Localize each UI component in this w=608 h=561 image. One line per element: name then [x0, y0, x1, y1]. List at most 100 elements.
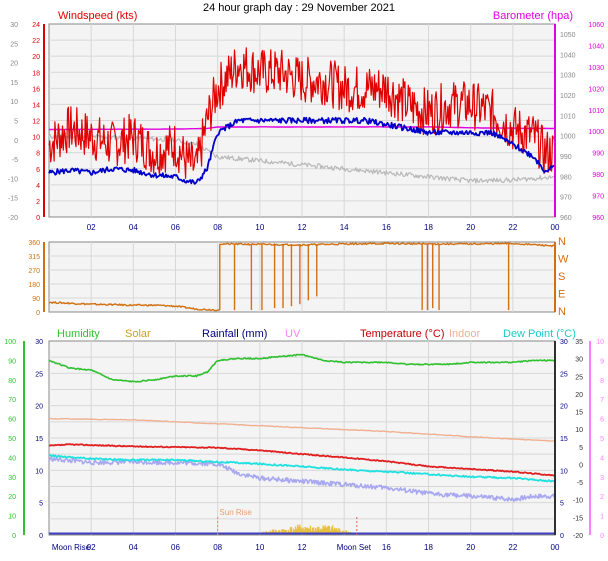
baro-outer-tick-label: 1010 [588, 108, 604, 115]
rainfall-tick-label: 30 [35, 339, 43, 346]
wind-inner-tick-label: 6 [36, 167, 40, 174]
humidity-line [48, 353, 556, 383]
humidity-tick-label: 60 [8, 417, 16, 424]
temperature-tick-label: 25 [575, 374, 583, 381]
baro-inner-tick-label: 1040 [560, 52, 576, 59]
uv-tick-label: 10 [596, 339, 604, 346]
wind-inner-tick-label: 4 [36, 183, 40, 190]
moon-rise-label: Moon Rise [52, 543, 91, 552]
rainfall-tick-label: 25 [35, 371, 43, 378]
humidity-tick-label: 100 [4, 339, 16, 346]
right-inner-tick-label: 30 [560, 339, 568, 346]
wind-outer-tick-label: -5 [12, 157, 18, 164]
temperature-label: Temperature (°C) [360, 328, 444, 340]
right-inner-tick-label: 20 [560, 404, 568, 411]
climate-panel: Humidity Solar Rainfall (mm) UV Temperat… [4, 328, 604, 552]
baro-outer-tick-label: 1000 [588, 129, 604, 136]
compass-tick-label: N [558, 306, 566, 318]
rainfall-tick-label: 0 [39, 533, 43, 540]
wind-inner-tick-label: 0 [36, 215, 40, 222]
wind-outer-tick-label: 15 [10, 80, 18, 87]
temperature-tick-label: 35 [575, 339, 583, 346]
climate-x-tick-label: 20 [466, 543, 475, 552]
wind-outer-tick-label: -20 [8, 215, 18, 222]
humidity-tick-label: 80 [8, 378, 16, 385]
direction-tick-label: 180 [28, 282, 40, 289]
rainfall-label: Rainfall (mm) [202, 328, 267, 340]
humidity-tick-label: 70 [8, 397, 16, 404]
climate-x-tick-label: 10 [255, 543, 264, 552]
baro-inner-tick-label: 1020 [560, 93, 576, 100]
indoor-line [49, 417, 556, 442]
uv-tick-label: 9 [600, 358, 604, 365]
wind-x-tick-label: 10 [255, 223, 264, 232]
uv-tick-label: 2 [600, 494, 604, 501]
temperature-line [49, 443, 556, 477]
wind-left-axis-label: Windspeed (kts) [58, 10, 137, 22]
temperature-tick-label: 15 [575, 410, 583, 417]
wind-outer-tick-label: 20 [10, 61, 18, 68]
wind-outer-tick-label: 25 [10, 41, 18, 48]
wind-x-tick-label: 08 [213, 223, 222, 232]
uv-tick-label: 6 [600, 417, 604, 424]
uv-tick-label: 8 [600, 378, 604, 385]
uv-tick-label: 4 [600, 455, 604, 462]
wind-outer-tick-label: 30 [10, 22, 18, 29]
uv-tick-label: 0 [600, 533, 604, 540]
climate-x-tick-label: 00 [551, 543, 560, 552]
wind-direction-line [219, 242, 556, 248]
right-inner-tick-label: 25 [560, 371, 568, 378]
wind-inner-tick-label: 24 [32, 22, 40, 29]
rainfall-tick-label: 15 [35, 436, 43, 443]
wind-x-tick-label: 20 [466, 223, 475, 232]
direction-tick-label: 360 [28, 240, 40, 247]
wind-x-tick-label: 18 [424, 223, 433, 232]
climate-x-tick-label: 06 [171, 543, 180, 552]
humidity-tick-label: 20 [8, 494, 16, 501]
wind-outer-tick-label: 5 [14, 119, 18, 126]
temperature-tick-label: -15 [573, 515, 583, 522]
humidity-label: Humidity [57, 328, 100, 340]
compass-tick-label: E [558, 289, 565, 301]
right-inner-tick-label: 5 [560, 501, 564, 508]
wind-x-tick-label: 00 [551, 223, 560, 232]
baro-inner-tick-label: 1030 [560, 73, 576, 80]
wind-inner-tick-label: 14 [32, 102, 40, 109]
uv-tick-label: 3 [600, 475, 604, 482]
wind-outer-tick-label: 0 [14, 138, 18, 145]
climate-x-tick-label: 12 [298, 543, 307, 552]
baro-inner-tick-label: 990 [560, 154, 572, 161]
compass-tick-label: W [558, 254, 569, 266]
wind-x-tick-label: 06 [171, 223, 180, 232]
baro-outer-tick-label: 1030 [588, 65, 604, 72]
baro-outer-tick-label: 990 [592, 151, 604, 158]
humidity-tick-label: 50 [8, 436, 16, 443]
moon-set-label: Moon Set [337, 543, 372, 552]
temperature-tick-label: 5 [579, 445, 583, 452]
humidity-tick-label: 10 [8, 514, 16, 521]
humidity-tick-label: 30 [8, 475, 16, 482]
temperature-tick-label: -5 [577, 480, 583, 487]
baro-right-axis-label: Barometer (hpa) [493, 10, 573, 22]
baro-outer-tick-label: 970 [592, 194, 604, 201]
baro-inner-tick-label: 970 [560, 195, 572, 202]
wind-x-tick-label: 04 [129, 223, 138, 232]
wind-inner-tick-label: 12 [32, 119, 40, 126]
climate-x-tick-label: 08 [213, 543, 222, 552]
direction-tick-label: 90 [32, 296, 40, 303]
gust-line [48, 47, 556, 179]
wind-direction-line [48, 301, 221, 312]
baro-inner-tick-label: 1000 [560, 134, 576, 141]
climate-x-tick-label: 16 [382, 543, 391, 552]
right-inner-tick-label: 10 [560, 468, 568, 475]
dew-point-line [48, 453, 556, 483]
uv-tick-label: 1 [600, 514, 604, 521]
solar-label: Solar [125, 328, 151, 340]
baro-outer-tick-label: 960 [592, 215, 604, 222]
wind-inner-tick-label: 8 [36, 151, 40, 158]
wind-inner-tick-label: 2 [36, 199, 40, 206]
lavender-series-line [48, 456, 556, 503]
wind-outer-tick-label: -10 [8, 176, 18, 183]
uv-label: UV [285, 328, 301, 340]
